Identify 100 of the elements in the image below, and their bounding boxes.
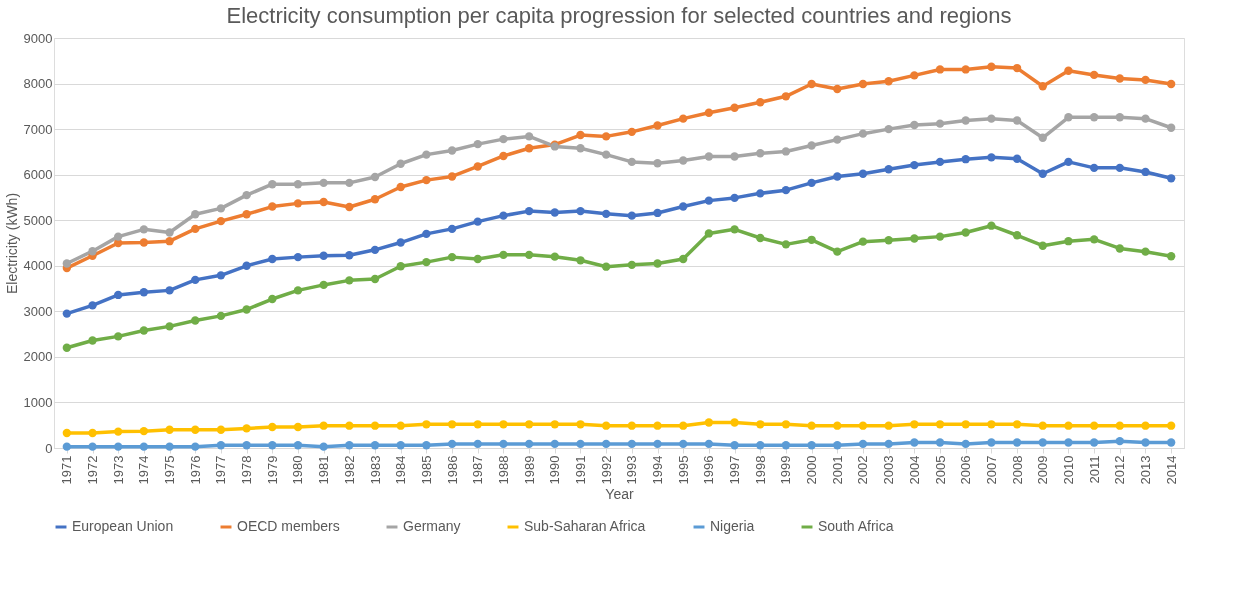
point — [807, 79, 816, 89]
point — [961, 65, 970, 74]
point — [165, 237, 174, 246]
x-tick-label: 2009 — [1035, 455, 1051, 485]
point — [1038, 82, 1047, 91]
y-tick-label: 3000 — [23, 303, 53, 319]
x-tick-label: 2001 — [829, 455, 845, 485]
point — [858, 439, 868, 449]
point — [524, 206, 534, 216]
point — [524, 250, 534, 260]
x-tick-label: 1998 — [752, 455, 768, 485]
point — [550, 252, 559, 261]
point — [293, 252, 303, 262]
point — [268, 294, 277, 304]
point — [242, 190, 251, 200]
point — [576, 439, 585, 449]
point — [730, 193, 739, 203]
point — [62, 442, 72, 451]
point — [1089, 113, 1099, 122]
point — [730, 418, 739, 427]
x-tick-label: 2014 — [1163, 455, 1179, 485]
point — [858, 169, 868, 178]
point — [1064, 66, 1073, 75]
point — [679, 202, 688, 211]
point — [1089, 235, 1099, 244]
point — [473, 254, 482, 264]
point — [1141, 167, 1150, 177]
x-tick-label: 1984 — [393, 455, 409, 485]
point — [987, 420, 996, 429]
point — [781, 240, 791, 249]
point — [781, 420, 791, 429]
point — [781, 441, 791, 450]
point — [268, 254, 277, 264]
x-tick-label: 1981 — [316, 455, 332, 485]
point — [319, 178, 328, 188]
point — [165, 442, 174, 451]
point — [268, 441, 277, 450]
point — [781, 185, 791, 195]
x-tick-label: 1987 — [470, 455, 486, 485]
point — [807, 178, 816, 188]
x-tick-label: 1994 — [650, 455, 666, 485]
point — [319, 251, 328, 260]
point — [807, 441, 816, 450]
point — [1064, 438, 1073, 447]
point — [987, 221, 996, 230]
point — [704, 229, 714, 238]
point — [1064, 237, 1073, 246]
point — [935, 232, 945, 241]
point — [704, 152, 714, 161]
point — [1166, 79, 1176, 89]
point — [1166, 421, 1176, 430]
point — [524, 439, 534, 449]
point — [1038, 421, 1047, 430]
point — [576, 130, 585, 140]
point — [1012, 231, 1022, 240]
y-tick-label: 0 — [45, 440, 53, 456]
point — [781, 147, 791, 156]
point — [679, 421, 688, 430]
x-tick-label: 1986 — [444, 455, 460, 485]
y-tick-label: 5000 — [23, 212, 53, 228]
point — [704, 108, 714, 117]
legend-label: European Union — [72, 518, 174, 534]
point — [653, 159, 662, 168]
point — [1141, 247, 1150, 256]
point — [499, 211, 508, 220]
point — [114, 232, 123, 241]
x-tick-label: 2006 — [958, 455, 974, 485]
point — [627, 127, 637, 137]
point — [987, 153, 996, 162]
point — [1038, 241, 1047, 250]
point — [935, 420, 945, 429]
point — [499, 151, 508, 161]
point — [473, 217, 482, 226]
point — [499, 439, 508, 449]
y-tick-label: 9000 — [23, 30, 53, 46]
point — [730, 152, 739, 161]
point — [370, 245, 380, 255]
point — [242, 424, 251, 433]
legend-label: OECD members — [237, 518, 340, 534]
x-tick-label: 1991 — [572, 455, 588, 485]
point — [370, 421, 380, 430]
point — [550, 208, 559, 217]
point — [1115, 163, 1124, 173]
point — [653, 421, 662, 430]
point — [422, 229, 431, 239]
point — [935, 438, 945, 447]
point — [833, 441, 842, 450]
point — [447, 172, 457, 181]
point — [679, 254, 688, 264]
point — [679, 439, 688, 449]
point — [910, 438, 919, 447]
point — [1038, 169, 1047, 178]
point — [422, 150, 431, 159]
point — [216, 425, 226, 434]
point — [216, 441, 226, 450]
point — [242, 210, 251, 219]
point — [961, 420, 970, 429]
point — [987, 62, 996, 71]
point — [242, 261, 251, 270]
point — [833, 247, 842, 256]
